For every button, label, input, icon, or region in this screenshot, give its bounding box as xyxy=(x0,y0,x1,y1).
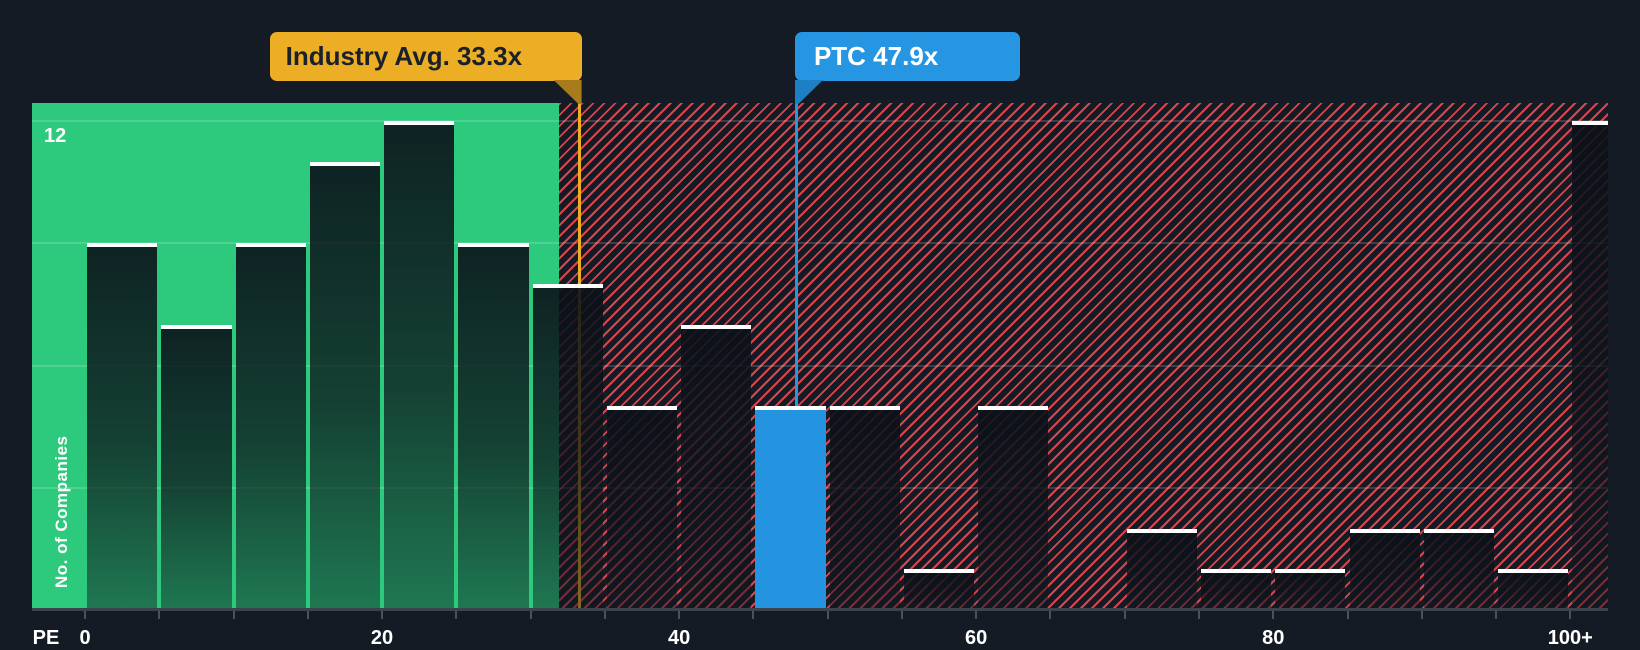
histogram-bar-15-20 xyxy=(309,165,381,610)
y-axis-title: No. of Companies xyxy=(52,435,71,588)
bar-cap-25-30 xyxy=(458,243,529,248)
histogram-bar-5-10 xyxy=(161,328,232,610)
x-axis-tick-60 xyxy=(975,611,978,619)
bar-cap-85-90 xyxy=(1349,528,1420,533)
histogram-bar-0-5 xyxy=(87,247,158,610)
histogram-bar-30-35 xyxy=(532,288,603,610)
x-axis-tick-70 xyxy=(1123,611,1126,619)
bar-cap-40-45 xyxy=(681,324,752,329)
x-axis-tick-65 xyxy=(1049,611,1052,619)
grid-line-6 xyxy=(32,364,1608,367)
histogram-bar-70-75 xyxy=(1126,532,1197,610)
x-axis-tick-75 xyxy=(1197,611,1200,619)
x-axis-tick-100 xyxy=(1569,611,1572,619)
x-axis-tick-5 xyxy=(158,611,161,619)
histogram-bar-55-60 xyxy=(903,573,975,610)
industry-avg-callout: Industry Avg. 33.3x xyxy=(269,32,582,81)
bar-cap-45-50 xyxy=(755,406,826,411)
histogram-bar-35-40 xyxy=(606,410,678,610)
bar-cap-70-75 xyxy=(1126,528,1197,533)
bar-cap-55-60 xyxy=(903,569,975,574)
x-axis-tick-15 xyxy=(306,611,309,619)
x-axis-tick-0 xyxy=(84,611,86,619)
x-axis-tick-90 xyxy=(1420,611,1423,619)
x-axis-tick-25 xyxy=(455,611,458,619)
x-tick-label-100plus: 100+ xyxy=(1547,627,1593,649)
x-axis-tick-20 xyxy=(381,611,384,619)
bar-cap-20-25 xyxy=(384,121,455,125)
x-tick-label-40: 40 xyxy=(667,627,691,649)
industry-avg-callout-label: Industry Avg. 33.3x xyxy=(285,41,523,71)
histogram-bar-20-25 xyxy=(384,125,455,610)
grid-line-12 xyxy=(32,120,1608,122)
bar-cap-95-100 xyxy=(1498,569,1569,574)
bar-cap-80-85 xyxy=(1275,569,1346,574)
x-tick-label-20: 20 xyxy=(370,627,394,649)
bar-cap-50-55 xyxy=(829,406,900,411)
x-axis-tick-30 xyxy=(529,611,532,619)
y-axis-top-value: 12 xyxy=(44,125,67,147)
x-axis-tick-95 xyxy=(1495,611,1498,619)
bar-cap-5-10 xyxy=(161,324,232,329)
bar-cap-10-15 xyxy=(235,243,306,248)
histogram-bar-25-30 xyxy=(458,247,529,610)
x-tick-label-0: 0 xyxy=(79,627,91,649)
x-axis-tick-85 xyxy=(1346,611,1349,619)
x-tick-label-80: 80 xyxy=(1262,627,1285,649)
histogram-bar-80-85 xyxy=(1275,573,1346,610)
bar-cap-30-35 xyxy=(532,284,603,288)
bar-cap-60-65 xyxy=(978,406,1049,411)
ptc-callout-pointer xyxy=(794,80,823,104)
bar-cap-100plus xyxy=(1572,121,1608,125)
histogram-bar-50-55 xyxy=(829,410,900,610)
histogram-bar-75-80 xyxy=(1200,573,1272,610)
ptc-callout: PTC 47.9x xyxy=(794,32,1020,81)
ptc-callout-label: PTC 47.9x xyxy=(813,41,939,71)
bar-cap-75-80 xyxy=(1200,569,1272,574)
x-axis-tick-40 xyxy=(678,611,681,619)
histogram-bar-60-65 xyxy=(978,410,1049,610)
histogram-bar-100plus xyxy=(1572,125,1608,610)
histogram-bar-45-50 xyxy=(755,410,826,610)
histogram-bar-85-90 xyxy=(1349,532,1420,610)
x-axis-tick-50 xyxy=(826,611,829,619)
x-axis-title: PE xyxy=(32,627,60,649)
grid-line-9 xyxy=(32,242,1608,245)
x-axis-line xyxy=(32,608,1608,611)
plot-area xyxy=(32,103,1608,610)
histogram-bar-90-95 xyxy=(1423,532,1495,610)
bar-cap-90-95 xyxy=(1423,528,1495,533)
histogram-bar-40-45 xyxy=(681,328,752,610)
x-axis-tick-10 xyxy=(232,611,235,619)
histogram-bar-95-100 xyxy=(1498,573,1569,610)
x-axis-tick-55 xyxy=(900,611,903,619)
x-axis-tick-45 xyxy=(752,611,755,619)
bar-cap-0-5 xyxy=(87,243,158,248)
histogram-bar-10-15 xyxy=(235,247,306,610)
x-tick-label-60: 60 xyxy=(965,627,988,649)
x-axis-tick-35 xyxy=(603,611,606,619)
x-axis-tick-80 xyxy=(1272,611,1275,619)
marker-line-ptc xyxy=(794,103,798,407)
industry-avg-callout-pointer xyxy=(553,80,582,104)
bar-cap-15-20 xyxy=(309,161,381,166)
bar-cap-35-40 xyxy=(606,406,678,411)
